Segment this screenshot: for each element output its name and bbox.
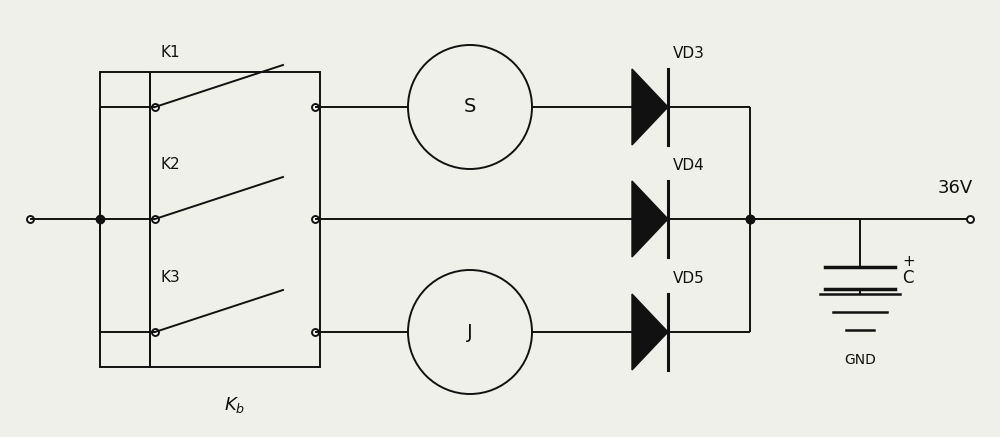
Polygon shape: [632, 294, 668, 370]
Text: K3: K3: [160, 270, 180, 285]
Polygon shape: [632, 181, 668, 257]
Text: $K_b$: $K_b$: [224, 395, 246, 415]
Text: GND: GND: [844, 353, 876, 367]
Text: 36V: 36V: [937, 179, 973, 197]
Bar: [150, 72, 320, 367]
Text: VD4: VD4: [673, 158, 705, 173]
Text: K2: K2: [160, 157, 180, 172]
Bar: [100, 72, 150, 367]
Text: S: S: [464, 97, 476, 117]
Text: C: C: [902, 269, 914, 287]
Text: J: J: [467, 323, 473, 341]
Text: K1: K1: [160, 45, 180, 60]
Polygon shape: [632, 69, 668, 145]
Text: VD5: VD5: [673, 271, 705, 286]
Text: VD3: VD3: [673, 46, 705, 61]
Text: +: +: [902, 254, 915, 270]
